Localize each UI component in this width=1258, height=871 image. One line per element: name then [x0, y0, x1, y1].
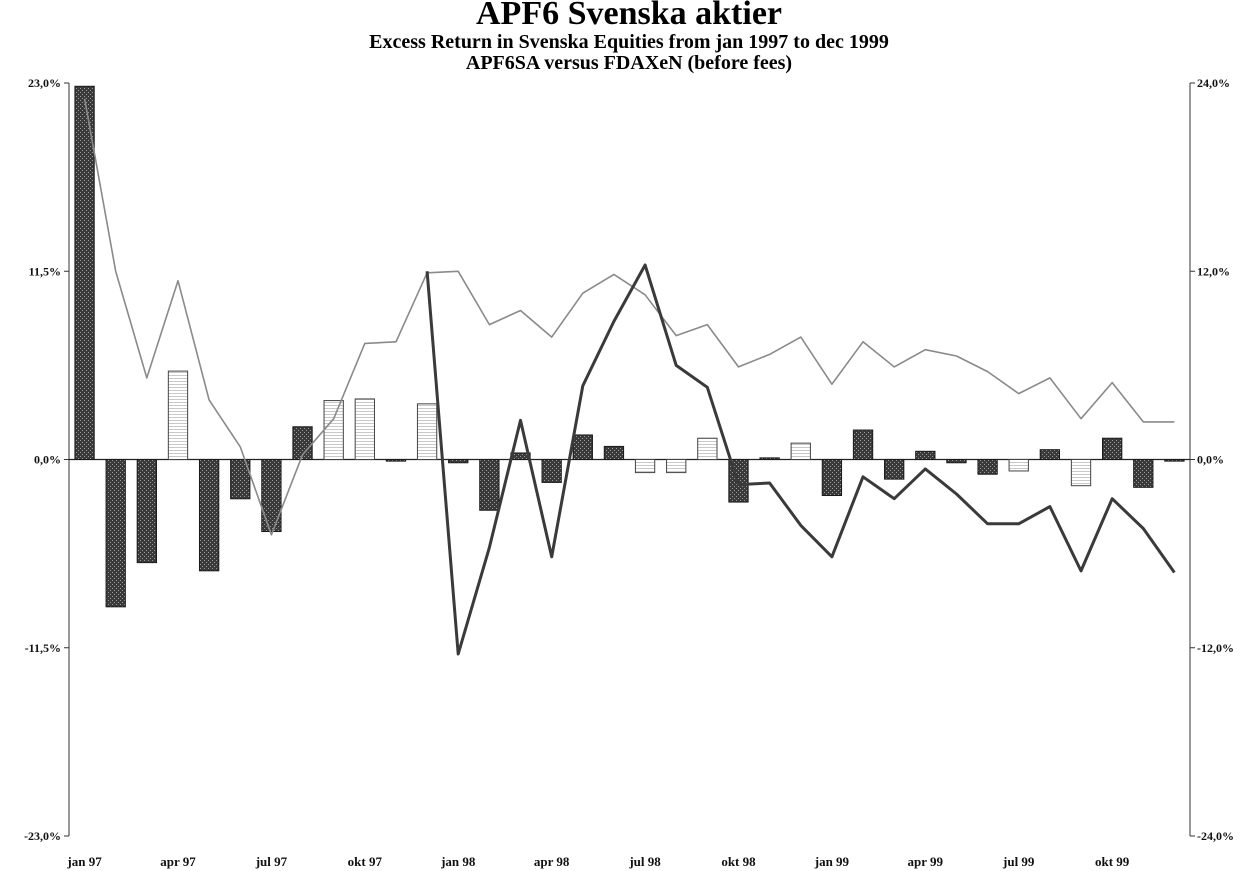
series-line-thin	[83, 98, 1175, 536]
bar	[759, 457, 780, 460]
bar	[167, 370, 189, 460]
left-tick-label: 23,0%	[28, 76, 61, 90]
bar	[136, 459, 158, 564]
bar	[572, 434, 593, 460]
x-tick-label: apr 99	[908, 854, 944, 869]
series-line-thick	[425, 263, 1176, 656]
left-tick-label: 0,0%	[34, 453, 61, 467]
x-tick-label: okt 98	[721, 854, 756, 869]
x-tick-label: okt 99	[1095, 854, 1130, 869]
bar	[915, 450, 936, 460]
bar	[198, 459, 220, 572]
chart-subtitle: Excess Return in Svenska Equities from j…	[369, 31, 889, 53]
x-tick-label: jul 97	[255, 854, 288, 869]
x-tick-label: okt 97	[348, 854, 383, 869]
x-tick-label: jul 98	[628, 854, 661, 869]
bar	[105, 459, 126, 608]
bar	[697, 437, 718, 461]
bar	[1008, 459, 1029, 472]
right-tick-label: 12,0%	[1197, 264, 1230, 278]
x-tick-label: jan 97	[66, 854, 102, 869]
bar	[1164, 459, 1185, 462]
bar	[884, 459, 905, 480]
bar	[946, 459, 967, 464]
bar	[1039, 449, 1061, 460]
x-tick-label: jan 99	[814, 854, 850, 869]
left-tick-label: 11,5%	[29, 264, 61, 278]
right-tick-label: 24,0%	[1197, 76, 1230, 90]
bar	[354, 398, 375, 461]
bar	[790, 442, 811, 460]
bar	[1101, 437, 1123, 461]
right-tick-label: -24,0%	[1197, 829, 1234, 843]
x-tick-label: apr 97	[160, 854, 196, 869]
bar	[385, 459, 407, 462]
bar	[230, 459, 251, 500]
x-tick-label: apr 98	[534, 854, 570, 869]
bar	[666, 459, 687, 474]
right-tick-label: -12,0%	[1197, 641, 1234, 655]
bar	[821, 459, 843, 497]
bar	[634, 459, 656, 474]
bar	[448, 459, 469, 464]
x-tick-label: jan 98	[440, 854, 476, 869]
bar	[261, 459, 282, 533]
left-tick-label: -23,0%	[24, 829, 61, 843]
axes-group	[64, 82, 1195, 837]
chart-subtitle-2: APF6SA versus FDAXeN (before fees)	[465, 52, 793, 74]
left-tick-label: -11,5%	[25, 641, 61, 655]
bar	[541, 459, 562, 483]
bar	[1133, 459, 1154, 488]
chart-title: APF6 Svenska aktier	[476, 0, 782, 32]
labels-group: 23,0% 11,5% 0,0% -11,5% -23,0% 24,0% 12,0% 0,0%…	[24, 76, 1234, 869]
bar	[74, 85, 95, 460]
x-tick-label: jul 99	[1002, 854, 1035, 869]
bar	[416, 403, 438, 460]
bar	[479, 459, 500, 511]
bar	[977, 459, 998, 475]
right-tick-label: 0,0%	[1197, 453, 1224, 467]
bar	[603, 445, 625, 461]
bar	[323, 400, 344, 461]
bars-group	[74, 85, 1185, 608]
lines-group	[83, 98, 1176, 656]
bar	[852, 429, 874, 461]
bar	[1070, 459, 1092, 487]
